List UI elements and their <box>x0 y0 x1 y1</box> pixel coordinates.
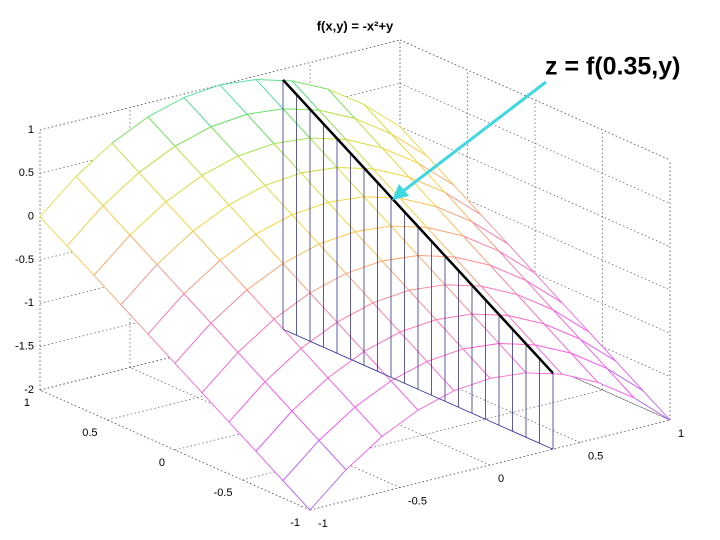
grid-line <box>242 389 603 481</box>
z-tick-label: 0 <box>28 211 34 223</box>
annotation: z = f(0.35,y) <box>545 53 680 81</box>
z-tick-label: -2 <box>24 384 34 396</box>
z-tick-label: -0.5 <box>15 254 34 266</box>
grid-line <box>399 83 671 204</box>
x-tick-label: -1 <box>318 518 328 530</box>
mesh-cell <box>606 368 671 421</box>
annotation-arrow <box>401 80 547 194</box>
y-tick-label: 1 <box>24 397 30 409</box>
curtain-base <box>282 328 554 450</box>
tick-labels: -2 -1.5 -1 -0.5 0 0.5 1 -1 -0.5 0 0.5 1 -1 -0.5 0 0.5 1 <box>15 124 684 530</box>
z-tick-label: 0.5 <box>19 167 34 179</box>
y-tick-label: 0 <box>159 457 165 469</box>
grid-line <box>39 389 311 511</box>
z-tick-label: -1.5 <box>15 341 34 353</box>
grid-line <box>129 367 401 488</box>
slice-curtain <box>282 79 554 450</box>
mesh-surface <box>39 79 671 511</box>
z-tick-label: -1 <box>24 297 34 309</box>
y-tick-label: -1 <box>290 517 300 529</box>
chart-title: f(x,y) = -x²+y <box>317 18 394 33</box>
x-tick-label: 1 <box>678 428 684 440</box>
y-tick-label: -0.5 <box>214 487 233 499</box>
grid-line <box>309 419 671 511</box>
mesh-cell <box>282 439 347 511</box>
grid-line <box>399 39 671 161</box>
grid-line <box>219 344 491 466</box>
grid-line <box>399 126 671 247</box>
grid-line <box>39 39 401 131</box>
y-tick-label: 0.5 <box>82 427 97 439</box>
z-tick-label: 1 <box>28 124 34 136</box>
grid-line <box>399 299 671 421</box>
annotation-arrowhead <box>392 184 409 200</box>
slice-line <box>282 79 554 375</box>
x-tick-label: 0.5 <box>588 450 603 462</box>
grid-line <box>309 322 581 443</box>
x-tick-label: 0 <box>498 473 504 485</box>
x-tick-label: -0.5 <box>408 495 427 507</box>
